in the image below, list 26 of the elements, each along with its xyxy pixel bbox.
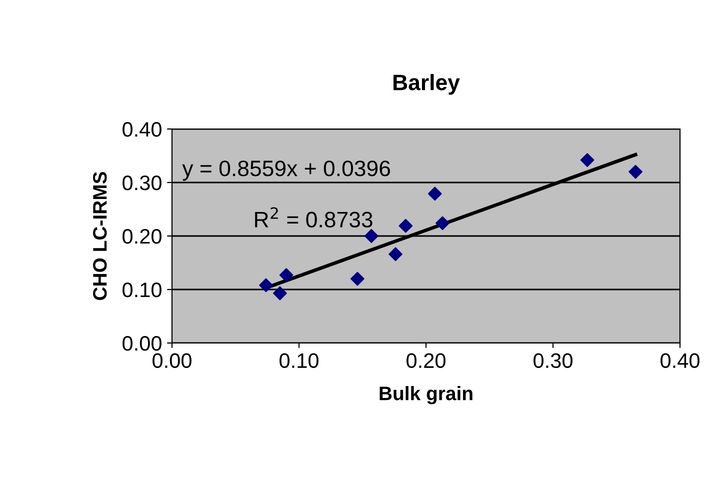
chart-title: Barley (394, 74, 460, 95)
point (628, 164, 642, 179)
x-tick-label: 0.30 (534, 353, 572, 368)
point (398, 218, 413, 233)
y-tick-label: 0.40 (122, 122, 162, 137)
y-tick-label: 0.00 (122, 336, 162, 351)
point (388, 247, 402, 262)
point (273, 286, 287, 300)
point (364, 229, 378, 243)
x-tick-label: 0.10 (280, 353, 318, 368)
point (580, 153, 594, 167)
x-tick-label: 0.00 (152, 353, 192, 368)
annotation: y = 0.8559x + 0.0396 (182, 160, 390, 181)
y-tick-label: 0.10 (122, 282, 162, 298)
y-tick-label: 0.30 (122, 176, 162, 190)
x-tick-label: 0.20 (406, 353, 446, 368)
x-axis-title: Bulk grain (380, 386, 472, 404)
point (350, 272, 364, 286)
y-tick-label: 0.20 (122, 229, 162, 244)
point (428, 186, 442, 201)
x-tick-label: 0.40 (660, 353, 700, 368)
point (279, 268, 294, 282)
y-axis-title: CHO LC-IRMS (93, 172, 107, 300)
annotation: R$^{2}$ = 0.8733 (255, 207, 372, 228)
point (436, 216, 450, 230)
point (259, 278, 273, 292)
